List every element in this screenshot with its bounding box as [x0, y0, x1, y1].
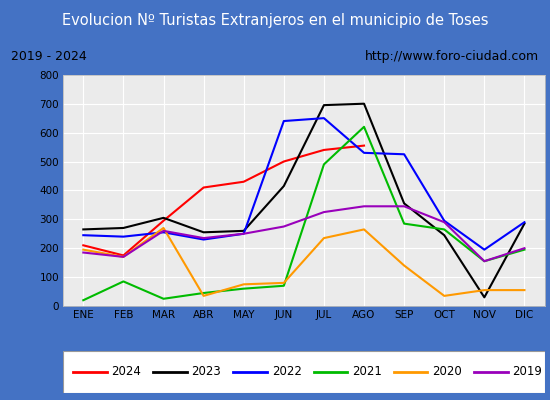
Text: Evolucion Nº Turistas Extranjeros en el municipio de Toses: Evolucion Nº Turistas Extranjeros en el …: [62, 14, 488, 28]
FancyBboxPatch shape: [63, 351, 544, 393]
Text: 2019 - 2024: 2019 - 2024: [11, 50, 87, 63]
Text: 2024: 2024: [111, 365, 141, 378]
Text: 2021: 2021: [352, 365, 382, 378]
Text: 2020: 2020: [432, 365, 462, 378]
Text: 2023: 2023: [191, 365, 221, 378]
Text: 2022: 2022: [272, 365, 301, 378]
Text: 2019: 2019: [513, 365, 542, 378]
Text: http://www.foro-ciudad.com: http://www.foro-ciudad.com: [365, 50, 539, 63]
